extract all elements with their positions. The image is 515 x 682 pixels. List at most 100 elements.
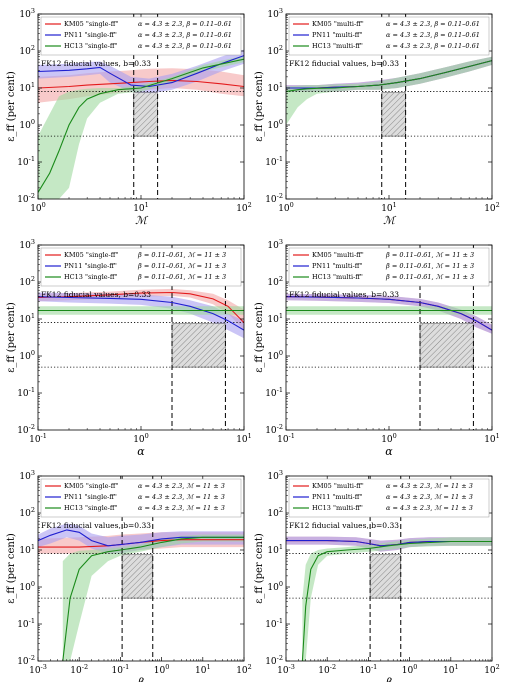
- y-tick-label: 10-1: [265, 386, 283, 399]
- x-axis-label: β: [385, 676, 392, 682]
- axes-frame: [37, 475, 245, 662]
- fiducial-label: FK12 fiducial values, b=0.33: [41, 521, 151, 530]
- x-tick-label: 101: [381, 201, 397, 214]
- axes-frame: [285, 475, 493, 662]
- y-tick-label: 10-1: [17, 386, 35, 399]
- y-tick-label: 103: [19, 238, 35, 251]
- legend-params-PN11: α = 4.3 ± 2.3, ℳ = 11 ± 3: [386, 493, 473, 501]
- x-axis-label: α: [137, 445, 145, 458]
- legend-params-KM05: β = 0.11–0.61, ℳ = 11 ± 3: [385, 251, 474, 259]
- legend-label-PN11: PN11 "single-ff": [64, 262, 117, 270]
- legend-label-HC13: HC13 "multi-ff": [312, 42, 363, 50]
- plot-area: [38, 14, 244, 199]
- y-tick-label: 10-2: [17, 192, 35, 205]
- legend-params-PN11: α = 4.3 ± 2.3, β = 0.11–0.61: [386, 31, 480, 39]
- y-tick-label: 102: [267, 506, 283, 519]
- x-tick-label: 100: [402, 663, 418, 676]
- fiducial-label: FK12 fiducial values, b=0.33: [289, 290, 399, 299]
- plot-area: [286, 14, 492, 199]
- observed-range-box: [419, 323, 474, 368]
- y-tick-label: 10-2: [17, 423, 35, 436]
- x-tick-label: 102: [236, 201, 252, 214]
- legend-label-HC13: HC13 "single-ff": [64, 273, 117, 281]
- legend-box: [40, 478, 242, 518]
- legend-params-PN11: α = 4.3 ± 2.3, ℳ = 11 ± 3: [138, 493, 225, 501]
- x-axis-label: ℳ: [383, 214, 397, 227]
- x-tick-label: 10-3: [277, 663, 295, 676]
- y-tick-label: 101: [267, 543, 283, 556]
- observed-range-box: [171, 323, 226, 368]
- legend-params-HC13: α = 4.3 ± 2.3, β = 0.11–0.61: [386, 42, 480, 50]
- line-HC13: [38, 58, 244, 193]
- plot-area: [286, 245, 492, 430]
- legend-params-HC13: α = 4.3 ± 2.3, ℳ = 11 ± 3: [386, 504, 473, 512]
- x-tick-label: 102: [484, 201, 500, 214]
- legend-params-KM05: β = 0.11–0.61, ℳ = 11 ± 3: [137, 251, 226, 259]
- legend-params-KM05: α = 4.3 ± 2.3, ℳ = 11 ± 3: [138, 482, 225, 490]
- y-axis-label: ε_ff (per cent): [6, 71, 17, 142]
- legend-label-KM05: KM05 "multi-ff": [312, 251, 364, 259]
- panel-mach-multi: 100 101 102 10-2 10-1 100 101 102 103 ℳε_ff (per …: [254, 7, 500, 227]
- band-HC13: [302, 537, 492, 661]
- legend-label-PN11: PN11 "multi-ff": [312, 493, 362, 501]
- plot-area: [38, 476, 244, 661]
- legend-params-HC13: α = 4.3 ± 2.3, β = 0.11–0.61: [138, 42, 232, 50]
- legend: KM05 "single-ff" α = 4.3 ± 2.3, β = 0.11–…: [40, 16, 242, 56]
- observed-range-box: [369, 554, 402, 599]
- y-tick-label: 101: [267, 312, 283, 325]
- y-tick-label: 10-2: [17, 654, 35, 667]
- x-tick-label: 100: [278, 201, 294, 214]
- y-tick-label: 100: [19, 580, 35, 593]
- legend: KM05 "single-ff" β = 0.11–0.61, ℳ = 11 ± …: [40, 247, 242, 287]
- x-tick-label: 100: [154, 663, 170, 676]
- panel-beta-multi: 10-3 10-2 10-1 100 101 10210-210-110010110210…: [254, 469, 500, 682]
- x-axis-label: β: [137, 676, 144, 682]
- observed-range-box: [381, 92, 406, 137]
- fiducial-label: FK12 fiducial values, b=0.33: [41, 59, 151, 68]
- line-PN11: [38, 55, 244, 88]
- y-axis-label: ε_ff (per cent): [6, 533, 17, 604]
- y-axis-label: ε_ff (per cent): [254, 302, 265, 373]
- legend-params-KM05: α = 4.3 ± 2.3, β = 0.11–0.61: [386, 20, 480, 28]
- y-tick-label: 102: [19, 506, 35, 519]
- legend-label-KM05: KM05 "single-ff": [64, 251, 118, 259]
- band-PN11: [38, 292, 244, 339]
- observed-range-box: [121, 554, 154, 599]
- y-tick-label: 100: [267, 580, 283, 593]
- fiducial-label: FK12 fiducial values, b=0.33: [289, 521, 399, 530]
- y-tick-label: 103: [267, 238, 283, 251]
- x-tick-label: 100: [381, 432, 397, 445]
- plot-area: [286, 476, 492, 661]
- band-PN11: [38, 49, 244, 94]
- legend-params-HC13: β = 0.11–0.61, ℳ = 11 ± 3: [137, 273, 226, 281]
- y-tick-label: 10-1: [265, 155, 283, 168]
- legend-label-PN11: PN11 "multi-ff": [312, 262, 362, 270]
- legend-box: [288, 478, 490, 518]
- legend: KM05 "multi-ff" β = 0.11–0.61, ℳ = 11 ± 3…: [288, 247, 490, 287]
- x-axis-label: ℳ: [135, 214, 149, 227]
- band-PN11: [38, 523, 244, 554]
- y-tick-label: 100: [267, 349, 283, 362]
- y-tick-label: 103: [19, 7, 35, 20]
- x-tick-label: 101: [133, 201, 149, 214]
- y-tick-label: 101: [19, 312, 35, 325]
- y-tick-label: 103: [19, 469, 35, 482]
- legend-label-HC13: HC13 "single-ff": [64, 42, 117, 50]
- y-tick-label: 102: [19, 275, 35, 288]
- legend-box: [288, 247, 490, 287]
- legend-label-PN11: PN11 "multi-ff": [312, 31, 362, 39]
- y-tick-label: 101: [19, 81, 35, 94]
- y-tick-label: 10-1: [17, 617, 35, 630]
- y-tick-label: 100: [19, 349, 35, 362]
- y-tick-label: 100: [19, 118, 35, 131]
- y-tick-label: 102: [19, 44, 35, 57]
- x-tick-label: 10-1: [360, 663, 378, 676]
- y-tick-label: 102: [267, 44, 283, 57]
- legend-label-PN11: PN11 "single-ff": [64, 31, 117, 39]
- line-PN11: [286, 296, 492, 331]
- x-tick-label: 101: [484, 432, 500, 445]
- legend-box: [40, 247, 242, 287]
- x-tick-label: 10-1: [277, 432, 295, 445]
